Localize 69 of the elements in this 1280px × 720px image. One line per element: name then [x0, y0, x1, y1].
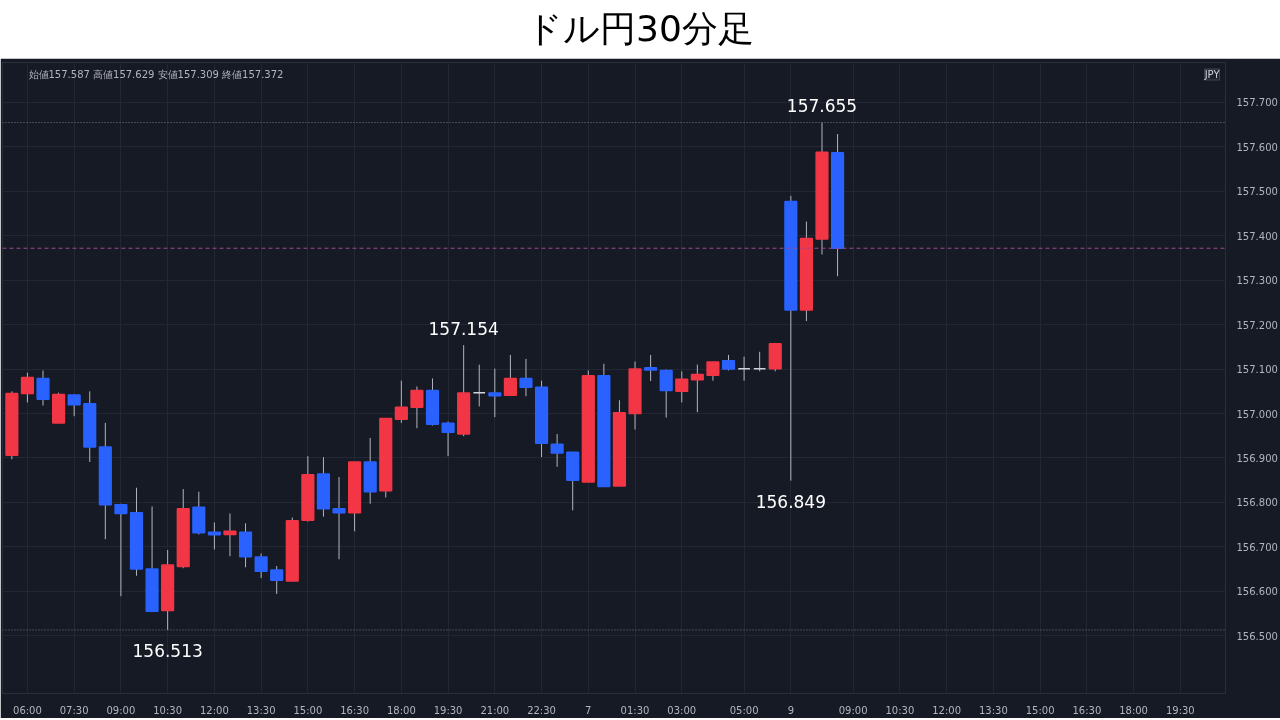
candlestick [675, 370, 689, 403]
x-tick-label: 10:30 [885, 704, 915, 716]
candlestick [737, 356, 751, 382]
candlestick [441, 421, 455, 457]
x-tick-label: 13:30 [978, 704, 1008, 716]
x-tick-label: 15:00 [293, 704, 323, 716]
x-tick-label: 9 [787, 704, 795, 716]
x-tick-label: 7 [585, 704, 592, 716]
candlestick [114, 503, 128, 597]
x-tick-label: 05:00 [729, 704, 759, 716]
y-tick-label: 157.300 [1236, 275, 1278, 287]
candlestick [503, 354, 517, 397]
annotation: 157.154 [428, 319, 499, 340]
candlestick [706, 361, 720, 382]
y-tick-label: 156.600 [1236, 586, 1278, 598]
candlestick [519, 358, 533, 397]
x-tick-label: 13:30 [246, 704, 276, 716]
x-tick-label: 07:30 [59, 704, 89, 716]
annotation: JPY [1203, 69, 1221, 80]
x-tick-label: 16:30 [340, 704, 370, 716]
candlestick [488, 368, 502, 418]
annotation: 156.513 [132, 640, 203, 661]
chart-title: ドル円30分足 [525, 7, 755, 51]
x-tick-label: 09:00 [106, 704, 136, 716]
candlestick [644, 354, 658, 382]
y-tick-label: 157.500 [1236, 186, 1278, 198]
x-tick-label: 16:30 [1072, 704, 1102, 716]
candlestick [207, 521, 221, 551]
y-tick-label: 157.000 [1236, 408, 1278, 420]
x-tick-label: 10:30 [153, 704, 183, 716]
candlestick [659, 369, 673, 419]
y-tick-label: 157.200 [1236, 319, 1278, 331]
x-tick-label: 06:00 [13, 704, 42, 716]
annotation: 157.655 [786, 96, 858, 117]
y-tick-label: 157.100 [1236, 364, 1278, 376]
x-tick-label: 15:00 [1025, 704, 1055, 716]
candlestick [36, 369, 50, 407]
x-tick-label: 19:30 [433, 704, 463, 716]
candlestick [332, 476, 346, 560]
candlestick [270, 565, 284, 595]
x-tick-label: 03:00 [667, 704, 697, 716]
y-tick-label: 157.600 [1236, 141, 1278, 153]
y-tick-label: 157.400 [1236, 230, 1278, 242]
x-tick-label: 18:00 [1119, 704, 1148, 716]
x-tick-label: 21:00 [480, 704, 510, 716]
y-tick-label: 157.700 [1236, 97, 1278, 109]
candlestick [254, 553, 268, 579]
y-tick-label: 156.500 [1236, 630, 1278, 642]
candlestick [394, 380, 408, 424]
candlestick [410, 385, 424, 429]
candlestick [223, 513, 237, 557]
x-tick-label: 22:30 [527, 704, 556, 716]
x-tick-label: 01:30 [620, 704, 650, 716]
x-tick-label: 18:00 [386, 704, 416, 716]
y-tick-label: 156.800 [1236, 497, 1278, 509]
candlestick [472, 364, 486, 407]
annotation: 始値157.587 高値157.629 安値157.309 終値157.372 [28, 69, 284, 80]
candlestick [20, 372, 35, 403]
x-tick-label: 12:00 [932, 704, 962, 716]
candlestick [690, 364, 704, 413]
candlestick [753, 351, 767, 372]
y-tick-label: 156.700 [1236, 541, 1278, 553]
x-tick-label: 19:30 [1165, 704, 1195, 716]
x-tick-label: 09:00 [838, 704, 868, 716]
candlestick [67, 393, 81, 417]
x-tick-label: 12:00 [199, 704, 229, 716]
annotation: 156.849 [755, 491, 826, 512]
candlestick [550, 433, 564, 468]
y-tick-label: 156.900 [1236, 452, 1278, 464]
